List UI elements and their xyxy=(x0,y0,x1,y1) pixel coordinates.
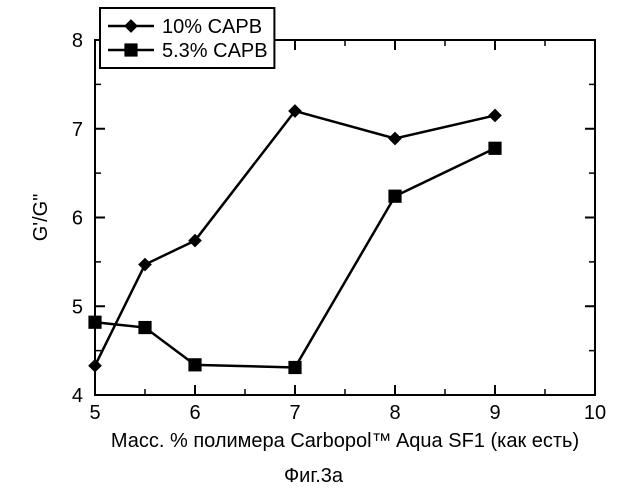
svg-text:6: 6 xyxy=(72,208,83,230)
svg-text:G'/G": G'/G" xyxy=(30,194,52,242)
svg-text:4: 4 xyxy=(72,385,83,407)
svg-text:10% CAPB: 10% CAPB xyxy=(162,16,262,38)
svg-text:5.3% CAPB: 5.3% CAPB xyxy=(162,40,268,62)
svg-text:9: 9 xyxy=(489,402,500,424)
chart-container: 567891045678Масс. % полимера Carbopol™ A… xyxy=(0,0,627,500)
svg-text:5: 5 xyxy=(72,296,83,318)
svg-text:7: 7 xyxy=(289,402,300,424)
line-chart: 567891045678Масс. % полимера Carbopol™ A… xyxy=(0,0,627,500)
svg-text:8: 8 xyxy=(389,402,400,424)
svg-text:10: 10 xyxy=(584,402,606,424)
svg-text:8: 8 xyxy=(72,30,83,52)
svg-text:5: 5 xyxy=(89,402,100,424)
svg-text:7: 7 xyxy=(72,119,83,141)
figure-caption: Фиг.3a xyxy=(0,465,627,488)
svg-text:Масс. % полимера Carbopol™ Aqu: Масс. % полимера Carbopol™ Aqua SF1 (как… xyxy=(111,430,579,452)
svg-text:6: 6 xyxy=(189,402,200,424)
